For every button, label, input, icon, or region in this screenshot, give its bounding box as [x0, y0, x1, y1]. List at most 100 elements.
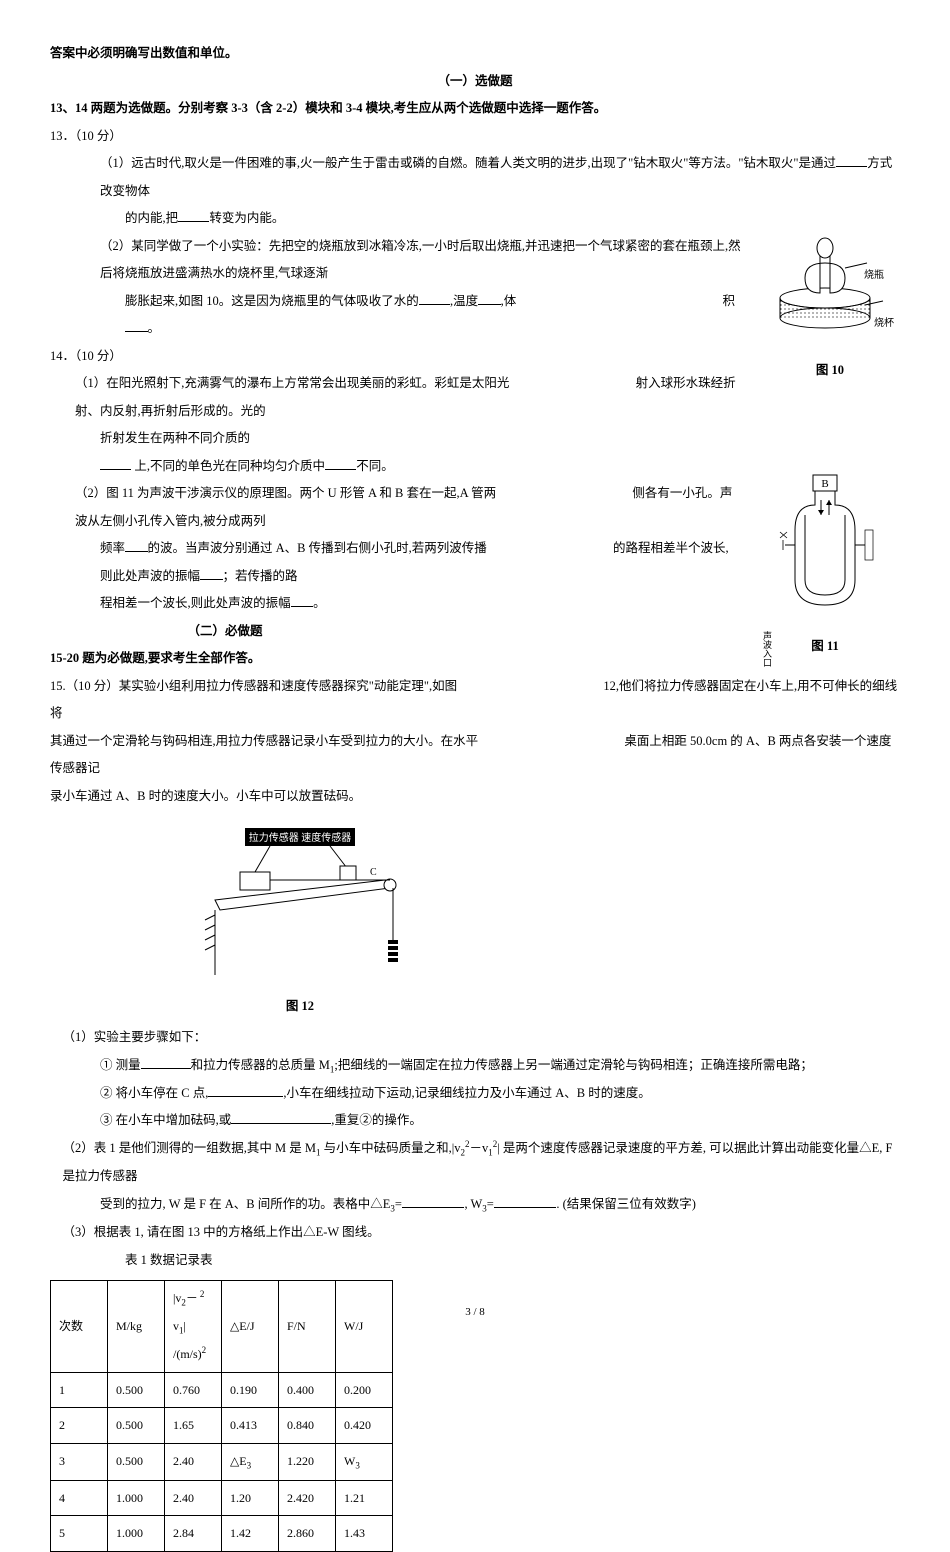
- cell: 1.43: [336, 1516, 393, 1551]
- table-title: 表 1 数据记录表: [50, 1247, 900, 1275]
- q15-s3: ③ 在小车中增加砝码,或 ,重复②的操作。: [50, 1107, 900, 1135]
- text: =: [395, 1197, 402, 1211]
- cell: 2: [51, 1408, 108, 1443]
- figure-12: 拉力传感器 速度传感器 C 图 12: [190, 820, 410, 1020]
- cell: 0.413: [222, 1408, 279, 1443]
- q15-p2: 其通过一个定滑轮与钩码相连,用拉力传感器记录小车受到拉力的大小。在水平 桌面上相…: [50, 728, 900, 783]
- cell: 2.84: [165, 1516, 222, 1551]
- q15-p3: 录小车通过 A、B 时的速度大小。小车中可以放置砝码。: [50, 783, 900, 811]
- col-num: 次数: [51, 1281, 108, 1373]
- cell: 2.40: [165, 1480, 222, 1515]
- text: 频率: [100, 541, 125, 555]
- q15-p2y: 受到的拉力, W 是 F 在 A、B 间所作的功。表格中△E3=, W3=. (…: [50, 1191, 900, 1219]
- cell: 0.190: [222, 1372, 279, 1407]
- text: 上,不同的单色光在同种均匀介质中: [131, 459, 325, 473]
- cell: 1.65: [165, 1408, 222, 1443]
- text: 录小车通过 A、B 时的速度大小。小车中可以放置砝码。: [50, 789, 361, 803]
- cell: 3: [51, 1443, 108, 1480]
- text: 与小车中砝码质量之和,|v: [320, 1141, 460, 1155]
- q13-num: 13．（10 分）: [50, 123, 900, 151]
- section1-sub: 13、14 两题为选做题。分别考察 3-3（含 2-2）模块和 3-4 模块,考…: [50, 95, 900, 123]
- text: 转变为内能。: [209, 211, 284, 225]
- text: 和拉力传感器的总质量 M: [191, 1058, 330, 1072]
- text: ,温度: [450, 294, 478, 308]
- beaker-label: 烧杯: [872, 313, 896, 335]
- text: , W: [464, 1197, 482, 1211]
- text: 膨胀起来,如图 10。这是因为烧瓶里的气体吸收了水的: [125, 294, 419, 308]
- text: （2）图 11 为声波干涉演示仪的原理图。两个 U 形管 A 和 B 套在一起,…: [75, 486, 496, 500]
- q15-steps-head: （1）实验主要步骤如下：: [50, 1024, 900, 1052]
- cell: W3: [336, 1443, 393, 1480]
- header-note: 答案中必须明确写出数值和单位。: [50, 40, 900, 68]
- text: 15.（10 分）某实验小组利用拉力传感器和速度传感器探究"动能定理",如图: [50, 679, 457, 693]
- cell: △E3: [222, 1443, 279, 1480]
- text: 折射发生在两种不同介质的: [100, 431, 250, 445]
- col-dE: △E/J: [222, 1281, 279, 1373]
- q15-s1: ① 测量和拉力传感器的总质量 M1;把细线的一端固定在拉力传感器上另一端通过定滑…: [50, 1052, 900, 1080]
- text: 的内能,把: [125, 211, 178, 225]
- table-row: 20.5001.650.4130.8400.420: [51, 1408, 393, 1443]
- text: ,小车在细线拉动下运动,记录细线拉力及小车通过 A、B 时的速度。: [283, 1086, 650, 1100]
- cell: 1.21: [336, 1480, 393, 1515]
- cell: 1.000: [108, 1516, 165, 1551]
- table-row: 10.5000.7600.1900.4000.200: [51, 1372, 393, 1407]
- text: ② 将小车停在 C 点,: [100, 1086, 208, 1100]
- cell: 2.860: [279, 1516, 336, 1551]
- cell: 1.42: [222, 1516, 279, 1551]
- cell: 4: [51, 1480, 108, 1515]
- q13-p1: （1）远古时代,取火是一件困难的事,火一般产生于雷击或磷的自燃。随着人类文明的进…: [50, 150, 900, 205]
- u-tube-icon: B: [765, 470, 885, 620]
- table-row: 41.0002.401.202.4201.21: [51, 1480, 393, 1515]
- page-number: 3 / 8: [0, 1300, 950, 1324]
- cell: 5: [51, 1516, 108, 1551]
- text: . (结果保留三位有效数字): [556, 1197, 696, 1211]
- in-label: 声波入口: [760, 631, 772, 670]
- text: 的波。当声波分别通过 A、B 传播到右侧小孔时,若两列波传播: [148, 541, 487, 555]
- q15-p3x: （3）根据表 1, 请在图 13 中的方格纸上作出△E-W 图线。: [50, 1219, 900, 1247]
- text: ;把细线的一端固定在拉力传感器上另一端通过定滑轮与钩码相连；正确连接所需电路；: [334, 1058, 812, 1072]
- text: －v: [470, 1141, 489, 1155]
- cell: 2.420: [279, 1480, 336, 1515]
- text: ③ 在小车中增加砝码,或: [100, 1113, 231, 1127]
- cell: 0.400: [279, 1372, 336, 1407]
- fig10-caption: 图 10: [770, 357, 890, 385]
- cell: 0.500: [108, 1372, 165, 1407]
- label-sensors: 拉力传感器 速度传感器: [249, 831, 352, 844]
- table-body: 10.5000.7600.1900.4000.200 20.5001.650.4…: [51, 1372, 393, 1551]
- text: 不同。: [356, 459, 394, 473]
- col-M: M/kg: [108, 1281, 165, 1373]
- cell: 0.500: [108, 1443, 165, 1480]
- text: 受到的拉力, W 是 F 在 A、B 间所作的功。表格中△E: [100, 1197, 390, 1211]
- text: 。: [148, 321, 161, 335]
- table-row: 51.0002.841.422.8601.43: [51, 1516, 393, 1551]
- cell: 1.20: [222, 1480, 279, 1515]
- cell: 0.420: [336, 1408, 393, 1443]
- section1-title: （一）选做题: [50, 68, 900, 96]
- q15-s2: ② 将小车停在 C 点, ,小车在细线拉动下运动,记录细线拉力及小车通过 A、B …: [50, 1080, 900, 1108]
- q15-p2x: （2）表 1 是他们测得的一组数据,其中 M 是 M1 与小车中砝码质量之和,|…: [50, 1135, 900, 1191]
- figure-10: 烧瓶 烧杯 图 10: [770, 223, 890, 385]
- q14-p1-c: 折射发生在两种不同介质的: [50, 425, 900, 453]
- cell: 0.760: [165, 1372, 222, 1407]
- cell: 1.000: [108, 1480, 165, 1515]
- cell: 0.500: [108, 1408, 165, 1443]
- text: ,重复②的操作。: [331, 1113, 422, 1127]
- text: 积: [723, 294, 736, 308]
- text: （2）某同学做了一个小实验：先把空的烧瓶放到冰箱冷冻,一小时后取出烧瓶,并迅速把…: [100, 239, 741, 281]
- cart-sensor-icon: 拉力传感器 速度传感器 C: [195, 820, 405, 980]
- fig11-caption: 图 11: [760, 633, 890, 661]
- cell: 1: [51, 1372, 108, 1407]
- text: 程相差一个波长,则此处声波的振幅: [100, 596, 291, 610]
- col-F: F/N: [279, 1281, 336, 1373]
- text: 其通过一个定滑轮与钩码相连,用拉力传感器记录小车受到拉力的大小。在水平: [50, 734, 478, 748]
- text: ,体: [501, 294, 517, 308]
- table-header-row: 次数 M/kg |v22－v1|/(m/s)2 △E/J F/N W/J: [51, 1281, 393, 1373]
- text: ① 测量: [100, 1058, 141, 1072]
- text: （2）表 1 是他们测得的一组数据,其中 M 是 M: [63, 1141, 316, 1155]
- col-v2v1: |v22－v1|/(m/s)2: [165, 1281, 222, 1373]
- text: （1）远古时代,取火是一件困难的事,火一般产生于雷击或磷的自燃。随着人类文明的进…: [100, 156, 836, 170]
- fig12-caption: 图 12: [190, 993, 410, 1021]
- table-row: 30.5002.40△E31.220W3: [51, 1443, 393, 1480]
- col-W: W/J: [336, 1281, 393, 1373]
- text: =: [487, 1197, 494, 1211]
